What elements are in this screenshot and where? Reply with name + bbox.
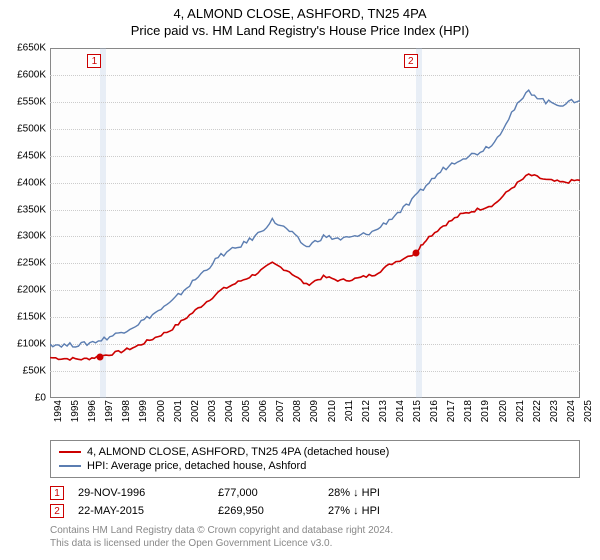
legend-item: HPI: Average price, detached house, Ashf…: [59, 459, 571, 473]
legend-swatch: [59, 465, 81, 467]
data-point: [96, 353, 103, 360]
x-axis-label: 2025: [583, 400, 594, 422]
x-axis-label: 2007: [275, 400, 286, 422]
legend-label: HPI: Average price, detached house, Ashf…: [87, 460, 306, 472]
x-axis-label: 2023: [549, 400, 560, 422]
transaction-marker: 1: [50, 486, 64, 500]
attribution-line2: This data is licensed under the Open Gov…: [50, 537, 580, 550]
y-axis-label: £300K: [17, 231, 46, 242]
y-axis-label: £100K: [17, 339, 46, 350]
transaction-delta: 27% ↓ HPI: [328, 505, 448, 517]
x-axis-label: 1998: [121, 400, 132, 422]
line-layer: [50, 48, 580, 398]
x-axis-label: 2001: [173, 400, 184, 422]
y-axis-label: £350K: [17, 204, 46, 215]
transaction-delta: 28% ↓ HPI: [328, 487, 448, 499]
x-axis-label: 2005: [241, 400, 252, 422]
legend-item: 4, ALMOND CLOSE, ASHFORD, TN25 4PA (deta…: [59, 445, 571, 459]
x-axis-label: 2022: [532, 400, 543, 422]
transaction-price: £269,950: [218, 505, 328, 517]
y-axis-label: £450K: [17, 150, 46, 161]
transaction-price: £77,000: [218, 487, 328, 499]
x-axis-label: 2020: [498, 400, 509, 422]
title-subtitle: Price paid vs. HM Land Registry's House …: [0, 23, 600, 38]
x-axis-label: 1999: [138, 400, 149, 422]
x-axis-label: 2019: [480, 400, 491, 422]
transactions-table: 1 29-NOV-1996£77,00028% ↓ HPI 2 22-MAY-2015…: [50, 484, 580, 520]
series-hpi: [50, 90, 580, 347]
transaction-row: 1 29-NOV-1996£77,00028% ↓ HPI: [50, 484, 580, 502]
x-axis-label: 2015: [412, 400, 423, 422]
title-address: 4, ALMOND CLOSE, ASHFORD, TN25 4PA: [0, 6, 600, 21]
x-axis-label: 2008: [292, 400, 303, 422]
x-axis-label: 1994: [53, 400, 64, 422]
x-axis-label: 2017: [446, 400, 457, 422]
y-axis-label: £0: [35, 393, 46, 404]
title-block: 4, ALMOND CLOSE, ASHFORD, TN25 4PA Price…: [0, 0, 600, 38]
legend-area: 4, ALMOND CLOSE, ASHFORD, TN25 4PA (deta…: [50, 440, 580, 550]
attribution: Contains HM Land Registry data © Crown c…: [50, 524, 580, 550]
x-axis-label: 2012: [361, 400, 372, 422]
y-axis-label: £500K: [17, 123, 46, 134]
legend-swatch: [59, 451, 81, 453]
x-axis-label: 2003: [207, 400, 218, 422]
transaction-marker: 2: [50, 504, 64, 518]
x-axis-label: 2004: [224, 400, 235, 422]
data-point: [412, 249, 419, 256]
chart-plot: 12 £0£50K£100K£150K£200K£250K£300K£350K£…: [50, 48, 580, 398]
y-axis-label: £150K: [17, 312, 46, 323]
legend-label: 4, ALMOND CLOSE, ASHFORD, TN25 4PA (deta…: [87, 446, 389, 458]
y-axis-label: £250K: [17, 258, 46, 269]
x-axis-label: 2021: [515, 400, 526, 422]
transaction-date: 22-MAY-2015: [78, 505, 218, 517]
x-axis-label: 2009: [309, 400, 320, 422]
x-axis-label: 1997: [104, 400, 115, 422]
x-axis-label: 2010: [327, 400, 338, 422]
x-axis-label: 2016: [429, 400, 440, 422]
x-axis-label: 2018: [463, 400, 474, 422]
y-axis-label: £550K: [17, 96, 46, 107]
x-axis-label: 1995: [70, 400, 81, 422]
x-axis-label: 2014: [395, 400, 406, 422]
transaction-row: 2 22-MAY-2015£269,95027% ↓ HPI: [50, 502, 580, 520]
y-axis-label: £200K: [17, 285, 46, 296]
series-price_paid: [50, 174, 580, 360]
x-axis-label: 2002: [190, 400, 201, 422]
x-axis-label: 2000: [156, 400, 167, 422]
x-axis-label: 2011: [344, 400, 355, 422]
x-axis-label: 1996: [87, 400, 98, 422]
chart-container: 4, ALMOND CLOSE, ASHFORD, TN25 4PA Price…: [0, 0, 600, 560]
attribution-line1: Contains HM Land Registry data © Crown c…: [50, 524, 580, 537]
y-axis-label: £650K: [17, 43, 46, 54]
x-axis-label: 2006: [258, 400, 269, 422]
y-axis-label: £600K: [17, 69, 46, 80]
transaction-date: 29-NOV-1996: [78, 487, 218, 499]
x-axis-label: 2013: [378, 400, 389, 422]
y-axis-label: £400K: [17, 177, 46, 188]
x-axis-label: 2024: [566, 400, 577, 422]
y-axis-label: £50K: [23, 366, 46, 377]
legend-box: 4, ALMOND CLOSE, ASHFORD, TN25 4PA (deta…: [50, 440, 580, 478]
